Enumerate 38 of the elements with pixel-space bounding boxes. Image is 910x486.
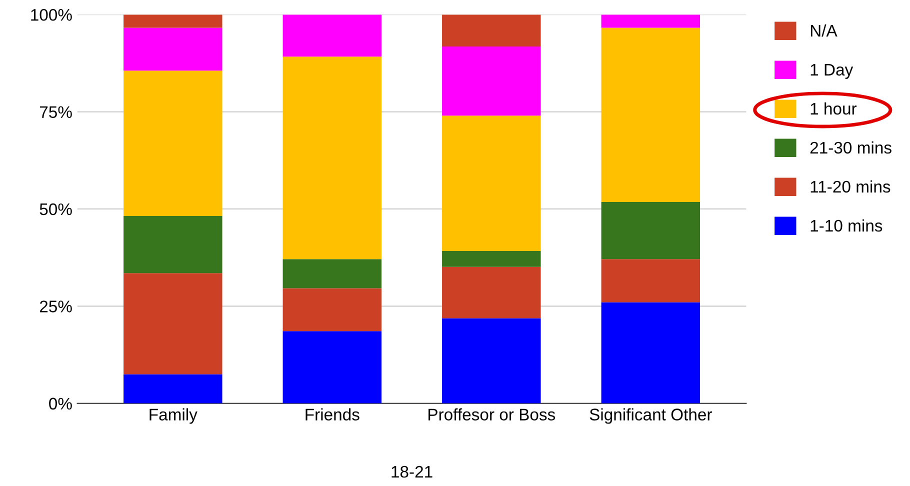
bar xyxy=(442,46,541,116)
legend-label: 1 hour xyxy=(810,102,857,115)
bar xyxy=(282,288,382,332)
bar xyxy=(124,28,222,71)
y-tick-label: 50% xyxy=(40,203,72,216)
bar xyxy=(124,70,222,216)
bar xyxy=(601,28,700,202)
y-tick-label: 100% xyxy=(31,8,72,21)
bar xyxy=(124,14,222,28)
x-tick-label: Friends xyxy=(306,408,360,420)
bar xyxy=(601,14,700,28)
x-tick-label: Proffesor or Boss xyxy=(428,408,556,420)
bar xyxy=(601,259,700,302)
y-tick-label: 0% xyxy=(49,398,72,410)
x-axis-title: 18-21 xyxy=(392,466,432,478)
legend-label: 1 Day xyxy=(810,64,854,79)
legend-label: 1-10 mins xyxy=(810,219,882,232)
legend-label: 21-30 mins xyxy=(810,141,892,154)
bar xyxy=(601,202,700,260)
bar xyxy=(282,259,382,288)
y-tick-label: 75% xyxy=(40,106,72,118)
bar xyxy=(282,56,382,260)
y-tick-label: 25% xyxy=(40,300,72,312)
bar xyxy=(442,250,541,267)
bar xyxy=(282,14,382,57)
legend-label: N/A xyxy=(810,24,838,37)
legend-label: 11-20 mins xyxy=(810,180,890,193)
bar xyxy=(442,266,541,318)
bar xyxy=(601,302,700,404)
bar xyxy=(442,14,541,46)
bar xyxy=(442,116,541,251)
x-tick-label: Significant Other xyxy=(590,408,712,424)
x-tick-label: Family xyxy=(150,408,198,424)
bar xyxy=(124,273,222,374)
bar xyxy=(282,331,382,404)
bar xyxy=(124,374,222,404)
bar xyxy=(124,216,222,274)
bar xyxy=(442,318,541,404)
